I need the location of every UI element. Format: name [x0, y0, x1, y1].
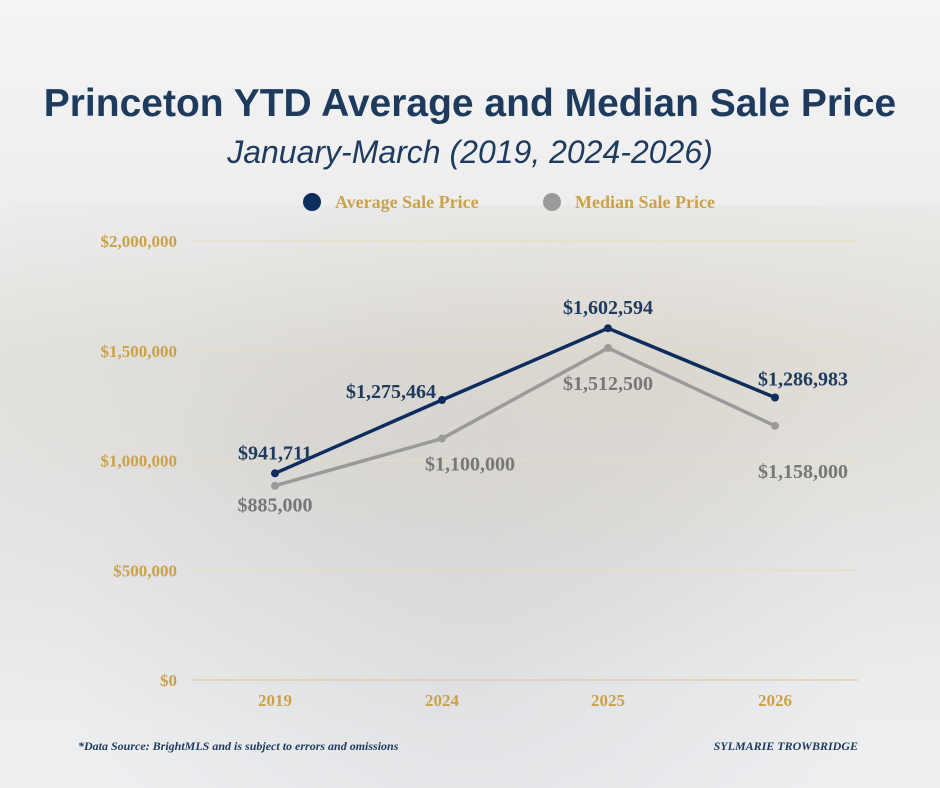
- legend-label: Average Sale Price: [335, 192, 479, 212]
- legend-marker: [543, 193, 561, 211]
- legend-marker: [303, 193, 321, 211]
- y-tick-label: $1,500,000: [101, 342, 178, 361]
- data-point: [604, 344, 612, 353]
- data-point: [438, 396, 446, 405]
- data-label: $1,275,464: [346, 381, 436, 403]
- legend-label: Median Sale Price: [575, 192, 715, 212]
- y-tick-label: $0: [160, 671, 177, 690]
- y-tick-label: $1,000,000: [101, 452, 178, 471]
- data-point: [771, 393, 779, 402]
- data-label: $1,158,000: [758, 461, 848, 483]
- series-line: [274, 346, 776, 488]
- x-tick-label: 2024: [425, 691, 460, 710]
- data-point: [438, 434, 446, 443]
- data-point: [271, 469, 279, 478]
- data-label: $941,711: [238, 442, 312, 464]
- chart-subtitle: January-March (2019, 2024-2026): [227, 134, 713, 170]
- data-point: [604, 324, 612, 333]
- y-tick-label: $2,000,000: [101, 232, 178, 251]
- x-tick-label: 2025: [591, 691, 625, 710]
- background-photo: [0, 205, 940, 788]
- data-label: $1,100,000: [425, 454, 515, 476]
- x-tick-label: 2026: [758, 691, 792, 710]
- x-tick-label: 2019: [258, 691, 292, 710]
- chart-title: Princeton YTD Average and Median Sale Pr…: [43, 82, 897, 125]
- y-tick-label: $500,000: [113, 561, 177, 580]
- series-line: [274, 326, 776, 475]
- data-label: $1,602,594: [563, 297, 653, 319]
- credit: SYLMARIE TROWBRIDGE: [713, 739, 858, 753]
- data-source-note: *Data Source: BrightMLS and is subject t…: [78, 739, 399, 753]
- data-point: [271, 481, 279, 490]
- data-label: $1,286,983: [758, 369, 848, 391]
- data-label: $885,000: [238, 495, 313, 517]
- data-point: [771, 421, 779, 430]
- data-label: $1,512,500: [563, 373, 653, 395]
